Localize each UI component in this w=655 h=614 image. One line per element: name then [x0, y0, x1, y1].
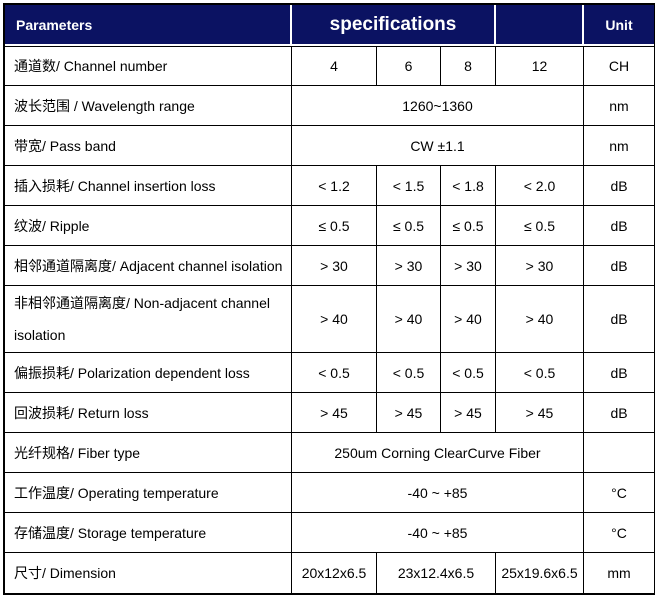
spec-value-cell: 4	[292, 46, 377, 86]
unit-cell: dB	[584, 353, 654, 393]
param-label-cell: 纹波/ Ripple	[5, 206, 292, 246]
table-row: 纹波/ Ripple ≤ 0.5 ≤ 0.5 ≤ 0.5 ≤ 0.5 dB	[5, 206, 654, 246]
table-row: 光纤规格/ Fiber type 250um Corning ClearCurve…	[5, 433, 654, 473]
table-row: 相邻通道隔离度/ Adjacent channel isolation > 30 >…	[5, 246, 654, 286]
spec-value-cell: < 1.8	[441, 166, 496, 206]
spec-value-cell: -40 ~ +85	[292, 473, 584, 513]
spec-value-cell: > 40	[496, 286, 584, 353]
spec-value-cell: > 30	[377, 246, 441, 286]
param-label-cell: 非相邻通道隔离度/ Non-adjacent channel isolation	[5, 286, 292, 353]
specifications-table: Parameters specifications Unit 通道数/ Chan…	[3, 3, 655, 595]
spec-value-cell: ≤ 0.5	[292, 206, 377, 246]
spec-value-cell: > 30	[441, 246, 496, 286]
table-row: 非相邻通道隔离度/ Non-adjacent channel isolation…	[5, 286, 654, 353]
spec-value-cell: 250um Corning ClearCurve Fiber	[292, 433, 584, 473]
unit-cell: dB	[584, 393, 654, 433]
table-row: 回波损耗/ Return loss > 45 > 45 > 45 > 45 dB	[5, 393, 654, 433]
spec-value-cell: < 1.2	[292, 166, 377, 206]
spec-value-cell: < 0.5	[441, 353, 496, 393]
spec-value-cell: > 40	[377, 286, 441, 353]
param-label-cell: 相邻通道隔离度/ Adjacent channel isolation	[5, 246, 292, 286]
unit-cell: °C	[584, 473, 654, 513]
spec-value-cell: > 40	[292, 286, 377, 353]
spec-value-cell: 12	[496, 46, 584, 86]
spec-value-cell: ≤ 0.5	[377, 206, 441, 246]
param-label-cell: 工作温度/ Operating temperature	[5, 473, 292, 513]
param-label-cell: 光纤规格/ Fiber type	[5, 433, 292, 473]
unit-cell: °C	[584, 513, 654, 553]
header-row: Parameters specifications Unit	[5, 5, 654, 46]
spec-value-cell: 25x19.6x6.5	[496, 553, 584, 593]
table-row: 插入损耗/ Channel insertion loss < 1.2 < 1.5 < …	[5, 166, 654, 206]
param-label-cell: 尺寸/ Dimension	[5, 553, 292, 593]
spec-value-cell: < 2.0	[496, 166, 584, 206]
param-label-cell: 偏振损耗/ Polarization dependent loss	[5, 353, 292, 393]
spec-value-cell: 1260~1360	[292, 86, 584, 126]
table-row: 偏振损耗/ Polarization dependent loss < 0.5 < …	[5, 353, 654, 393]
unit-cell: nm	[584, 86, 654, 126]
table-row: 波长范围 / Wavelength range 1260~1360 nm	[5, 86, 654, 126]
param-label-cell: 通道数/ Channel number	[5, 46, 292, 86]
table-row: 尺寸/ Dimension 20x12x6.5 23x12.4x6.5 25x19.6…	[5, 553, 654, 593]
spec-value-cell: < 0.5	[292, 353, 377, 393]
table-row: 通道数/ Channel number 4 6 8 12 CH	[5, 46, 654, 86]
spec-value-cell: > 40	[441, 286, 496, 353]
unit-cell: dB	[584, 206, 654, 246]
table-row: 存储温度/ Storage temperature -40 ~ +85 °C	[5, 513, 654, 553]
header-specifications: specifications	[292, 5, 496, 46]
spec-value-cell: 8	[441, 46, 496, 86]
spec-value-cell: > 45	[496, 393, 584, 433]
spec-value-cell: 23x12.4x6.5	[377, 553, 496, 593]
spec-value-cell: 20x12x6.5	[292, 553, 377, 593]
spec-value-cell: > 45	[292, 393, 377, 433]
param-label-cell: 存储温度/ Storage temperature	[5, 513, 292, 553]
spec-value-cell: < 1.5	[377, 166, 441, 206]
param-label-cell: 回波损耗/ Return loss	[5, 393, 292, 433]
spec-value-cell: < 0.5	[377, 353, 441, 393]
unit-cell: mm	[584, 553, 654, 593]
table-body: 通道数/ Channel number 4 6 8 12 CH 波长范围 / Wavelen…	[5, 46, 654, 593]
spec-value-cell: ≤ 0.5	[441, 206, 496, 246]
spec-value-cell: 6	[377, 46, 441, 86]
header-spacer-cell	[496, 5, 584, 46]
spec-value-cell: CW ±1.1	[292, 126, 584, 166]
unit-cell: dB	[584, 166, 654, 206]
unit-cell: CH	[584, 46, 654, 86]
spec-value-cell: > 30	[496, 246, 584, 286]
unit-cell: dB	[584, 246, 654, 286]
param-label-cell: 波长范围 / Wavelength range	[5, 86, 292, 126]
spec-value-cell: > 45	[441, 393, 496, 433]
param-label-cell: 带宽/ Pass band	[5, 126, 292, 166]
header-unit: Unit	[584, 5, 654, 46]
spec-value-cell: > 30	[292, 246, 377, 286]
spec-value-cell: -40 ~ +85	[292, 513, 584, 553]
spec-value-cell: ≤ 0.5	[496, 206, 584, 246]
unit-cell: nm	[584, 126, 654, 166]
spec-value-cell: < 0.5	[496, 353, 584, 393]
header-parameters: Parameters	[5, 5, 292, 46]
param-label-cell: 插入损耗/ Channel insertion loss	[5, 166, 292, 206]
unit-cell: dB	[584, 286, 654, 353]
unit-cell	[584, 433, 654, 473]
spec-value-cell: > 45	[377, 393, 441, 433]
table-row: 带宽/ Pass band CW ±1.1 nm	[5, 126, 654, 166]
table-row: 工作温度/ Operating temperature -40 ~ +85 °C	[5, 473, 654, 513]
